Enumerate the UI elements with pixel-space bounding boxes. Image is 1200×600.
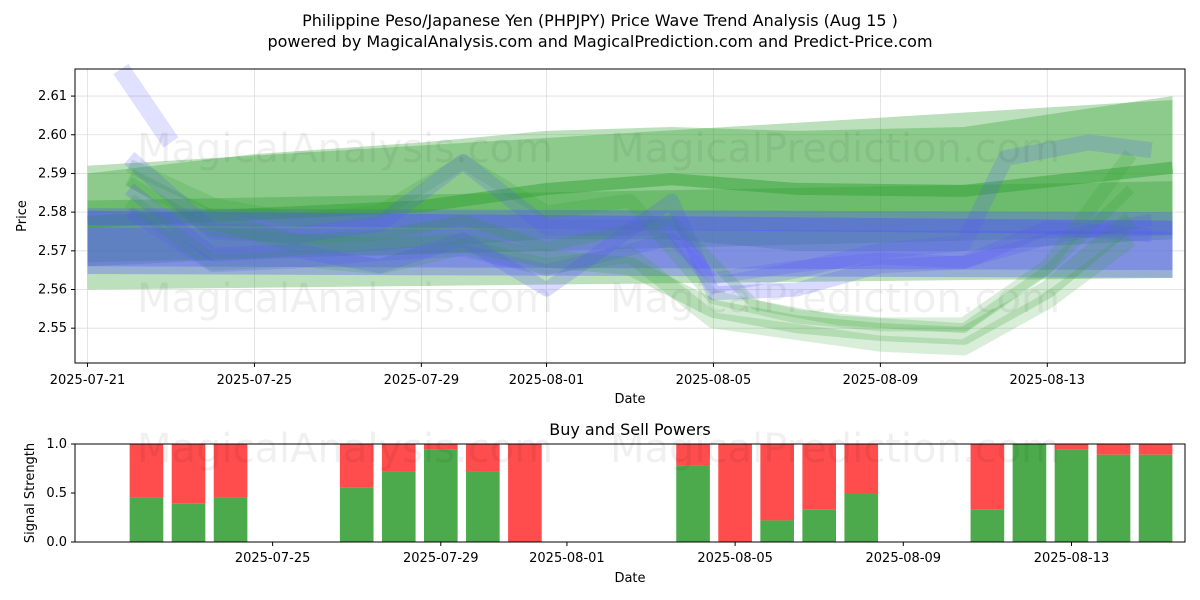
price-x-ticks: 2025-07-21 2025-07-25 2025-07-29 2025-08-01… [50, 363, 1085, 388]
sell-bar-6 [466, 444, 500, 472]
signal-y-tick-label-1: 0.5 [46, 486, 67, 501]
price-series [87, 63, 1174, 356]
price-band-3 [87, 208, 1173, 278]
price-series-line-4 [126, 149, 1137, 332]
signal-x-ticks: 2025-07-25 2025-07-29 2025-08-01 2025-08-05… [235, 542, 1109, 566]
buy-bar-2 [213, 497, 248, 542]
buy-bar-0 [129, 497, 164, 542]
buy-bar-12 [844, 493, 879, 542]
buy-bar-16 [1096, 454, 1131, 542]
signal-y-ticks: 0.0 0.5 1.0 [46, 437, 75, 550]
sell-bar-17 [1138, 444, 1173, 455]
price-plot-area [75, 69, 1185, 363]
sell-bar-13 [970, 444, 1005, 510]
chart-title-line2: powered by MagicalAnalysis.com and Magic… [267, 32, 932, 51]
buy-bar-6 [466, 471, 500, 542]
sell-bar-12 [844, 444, 879, 493]
price-y-tick-label-2: 2.57 [38, 244, 67, 259]
price-x-tick-label-6: 2025-08-13 [1010, 373, 1086, 388]
price-x-tick-label-5: 2025-08-09 [843, 373, 919, 388]
buy-bar-13 [970, 509, 1005, 542]
signal-y-axis-label: Signal Strength [23, 443, 38, 543]
price-wave-chart: MagicalAnalysis.com MagicalPrediction.co… [15, 63, 1186, 407]
sell-bar-10 [760, 444, 794, 521]
watermark-analysis-mid: MagicalAnalysis.com [137, 276, 553, 322]
price-y-tick-label-6: 2.61 [38, 89, 67, 104]
price-y-tick-label-4: 2.59 [38, 166, 67, 181]
price-x-tick-label-0: 2025-07-21 [50, 373, 126, 388]
sell-bar-16 [1096, 444, 1131, 455]
price-series-line-6 [113, 63, 179, 148]
sell-bar-2 [213, 444, 248, 498]
sell-bar-1 [171, 444, 206, 504]
price-plot-frame [74, 68, 1186, 364]
sell-bar-5 [423, 444, 458, 450]
buy-bar-5 [423, 449, 458, 542]
price-y-tick-label-5: 2.60 [38, 128, 67, 143]
price-band-1 [87, 96, 1173, 267]
signal-x-tick-label-3: 2025-08-05 [697, 551, 773, 566]
buy-sell-chart: Buy and Sell Powers MagicalAnalysis.com … [23, 420, 1186, 586]
watermark-prediction-bottom: MagicalPrediction.com [610, 426, 1060, 472]
sell-bar-7 [508, 444, 542, 542]
buy-bar-1 [171, 503, 206, 542]
price-series-line-5 [126, 176, 1135, 334]
buy-bar-14 [1012, 444, 1047, 542]
price-y-axis-label: Price [15, 200, 30, 232]
signal-x-tick-label-4: 2025-08-09 [866, 551, 942, 566]
watermark-prediction-top: MagicalPrediction.com [610, 126, 1060, 172]
price-bands [87, 96, 1173, 290]
price-series-line-3 [124, 194, 1136, 356]
price-band-2 [87, 181, 1173, 290]
watermark-prediction-mid: MagicalPrediction.com [610, 276, 1060, 322]
price-y-ticks: 2.55 2.56 2.57 2.58 2.59 2.60 2.61 [38, 89, 75, 336]
price-series-line-1 [87, 210, 1173, 235]
buy-sell-title: Buy and Sell Powers [549, 420, 711, 439]
price-x-tick-label-3: 2025-08-01 [509, 373, 585, 388]
price-x-tick-label-1: 2025-07-25 [217, 373, 293, 388]
price-series-line-7 [123, 134, 1153, 294]
price-series-line-8 [124, 183, 1153, 301]
price-series-line-2 [125, 169, 1137, 345]
price-x-tick-label-4: 2025-08-05 [676, 373, 752, 388]
price-x-tick-label-2: 2025-07-29 [384, 373, 460, 388]
signal-x-tick-label-2: 2025-08-01 [529, 551, 605, 566]
buy-bar-4 [381, 471, 416, 542]
price-y-tick-label-3: 2.58 [38, 205, 67, 220]
price-y-tick-label-1: 2.56 [38, 283, 67, 298]
buy-bar-3 [339, 487, 374, 542]
signal-x-tick-label-5: 2025-08-13 [1034, 551, 1110, 566]
price-series-line-0 [87, 161, 1174, 228]
price-band-4 [87, 227, 1173, 271]
sell-bar-15 [1054, 444, 1089, 450]
price-series-line-9 [125, 207, 1153, 284]
watermark-analysis-top: MagicalAnalysis.com [137, 126, 553, 172]
price-grid [75, 69, 1185, 363]
signal-bars [129, 444, 1173, 542]
buy-bar-15 [1054, 449, 1089, 542]
sell-bar-0 [129, 444, 164, 498]
price-y-tick-label-0: 2.55 [38, 321, 67, 336]
watermark-analysis-bottom: MagicalAnalysis.com [137, 426, 553, 472]
sell-bar-3 [339, 444, 374, 488]
buy-bar-8 [676, 465, 710, 542]
price-x-axis-label: Date [614, 392, 645, 407]
signal-x-tick-label-0: 2025-07-25 [235, 551, 311, 566]
buy-bar-17 [1138, 454, 1173, 542]
sell-bar-8 [676, 444, 710, 466]
signal-y-tick-label-0: 0.0 [46, 535, 67, 550]
price-band-0 [87, 99, 1173, 263]
chart-title-line1: Philippine Peso/Japanese Yen (PHPJPY) Pr… [302, 11, 898, 30]
signal-y-tick-label-2: 1.0 [46, 437, 67, 452]
buy-bar-10 [760, 520, 794, 542]
sell-bar-9 [718, 444, 752, 542]
sell-bar-4 [381, 444, 416, 472]
buy-bar-11 [802, 509, 837, 542]
signal-x-axis-label: Date [614, 571, 645, 586]
signal-x-tick-label-1: 2025-07-29 [403, 551, 479, 566]
sell-bar-11 [802, 444, 837, 510]
